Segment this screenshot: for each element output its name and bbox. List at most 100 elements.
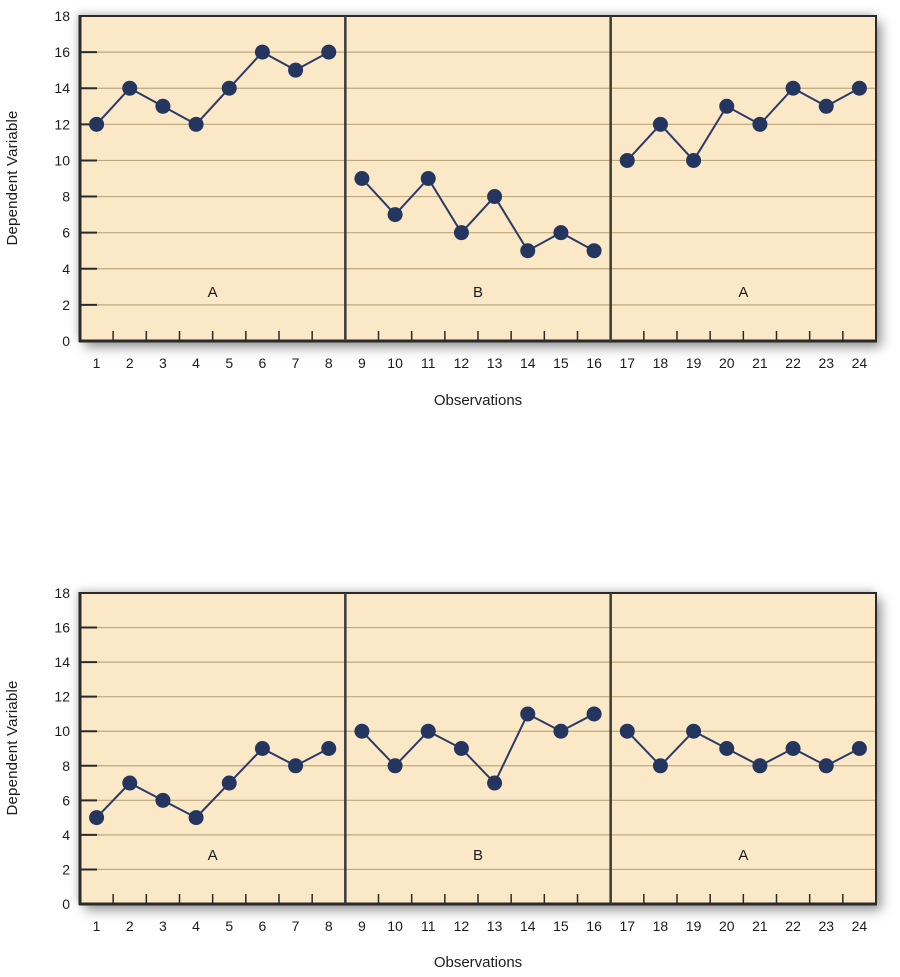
data-point (818, 98, 834, 114)
x-tick-label: 8 (325, 355, 333, 371)
x-axis-title: Observations (433, 954, 523, 971)
data-point (354, 723, 370, 739)
x-tick-label: 13 (487, 355, 503, 371)
data-point (785, 741, 801, 756)
y-tick-label: 4 (62, 261, 70, 277)
x-tick-label: 12 (454, 355, 470, 371)
y-tick-label: 16 (54, 620, 70, 636)
data-point (851, 741, 867, 756)
phase-label: A (738, 284, 748, 301)
y-tick-label: 0 (62, 333, 70, 349)
y-tick-label: 12 (54, 116, 70, 132)
y-tick-label: 10 (54, 723, 70, 739)
data-point (89, 810, 105, 826)
data-point (89, 116, 105, 132)
x-axis-title: Observations (433, 392, 523, 409)
data-point (420, 723, 436, 739)
x-tick-label: 19 (686, 355, 702, 371)
data-point (387, 207, 403, 223)
x-tick-label: 22 (785, 918, 801, 934)
phase-label: B (473, 284, 483, 301)
data-point (288, 62, 304, 78)
data-point (652, 758, 668, 774)
y-tick-label: 14 (54, 80, 70, 96)
y-tick-label: 14 (54, 654, 70, 670)
y-tick-label: 2 (62, 861, 70, 877)
data-point (686, 152, 702, 168)
x-tick-label: 21 (752, 355, 768, 371)
data-point (719, 741, 735, 756)
data-point (553, 225, 569, 241)
x-tick-label: 10 (387, 355, 403, 371)
x-tick-label: 23 (818, 918, 834, 934)
x-tick-label: 24 (852, 355, 868, 371)
data-point (453, 225, 469, 241)
data-point (122, 775, 138, 791)
x-tick-label: 17 (619, 918, 635, 934)
x-tick-label: 5 (225, 918, 233, 934)
x-tick-label: 17 (619, 355, 635, 371)
data-point (321, 741, 337, 756)
data-point (818, 758, 834, 774)
x-tick-label: 5 (225, 355, 233, 371)
data-point (553, 723, 569, 739)
top-reversal-chart: Dependent Variable 0 2 4 6 8 10 12 14 16 18 1 2 3 4 5 6… (0, 0, 900, 430)
y-tick-label: 2 (62, 297, 70, 313)
data-point (387, 758, 403, 774)
x-tick-label: 13 (487, 918, 503, 934)
y-tick-label: 16 (54, 44, 70, 60)
data-point (254, 44, 270, 60)
data-point (619, 152, 635, 168)
x-tick-label: 22 (785, 355, 801, 371)
y-tick-label: 0 (62, 896, 70, 912)
data-point (619, 723, 635, 739)
x-tick-label: 21 (752, 918, 768, 934)
x-tick-label: 3 (159, 918, 167, 934)
x-tick-label: 20 (719, 355, 735, 371)
data-point (586, 243, 602, 259)
data-point (752, 758, 768, 774)
data-point (354, 171, 370, 186)
x-tick-label: 4 (192, 355, 200, 371)
data-point (221, 775, 237, 791)
x-tick-label: 1 (93, 918, 101, 934)
x-tick-label: 12 (454, 918, 470, 934)
x-tick-label: 20 (719, 918, 735, 934)
y-tick-label: 4 (62, 827, 70, 843)
phase-label: B (473, 847, 483, 864)
data-point (288, 758, 304, 774)
data-point (719, 98, 735, 114)
x-tick-label: 11 (421, 355, 436, 371)
data-point (752, 116, 768, 132)
phase-label: A (738, 847, 748, 864)
data-point (686, 723, 702, 739)
x-tick-label: 9 (358, 355, 366, 371)
x-tick-label: 15 (553, 355, 569, 371)
y-tick-label: 6 (62, 225, 70, 241)
x-tick-label: 24 (852, 918, 868, 934)
data-point (188, 810, 204, 826)
data-point (487, 189, 503, 205)
x-tick-label: 10 (387, 918, 403, 934)
x-tick-label: 18 (653, 355, 669, 371)
data-point (785, 80, 801, 96)
data-point (420, 171, 436, 186)
data-point (520, 243, 536, 259)
x-tick-label: 1 (93, 355, 101, 371)
data-point (453, 741, 469, 756)
y-tick-label: 8 (62, 758, 70, 774)
plot-area (80, 16, 876, 341)
x-tick-label: 7 (292, 918, 300, 934)
data-point (254, 741, 270, 756)
x-tick-label: 19 (686, 918, 702, 934)
x-tick-label: 16 (586, 918, 602, 934)
data-point (122, 80, 138, 96)
x-tick-label: 14 (520, 355, 536, 371)
x-tick-label: 15 (553, 918, 569, 934)
data-point (586, 706, 602, 722)
y-tick-label: 6 (62, 792, 70, 808)
x-tick-label: 6 (259, 355, 267, 371)
data-point (155, 792, 171, 808)
